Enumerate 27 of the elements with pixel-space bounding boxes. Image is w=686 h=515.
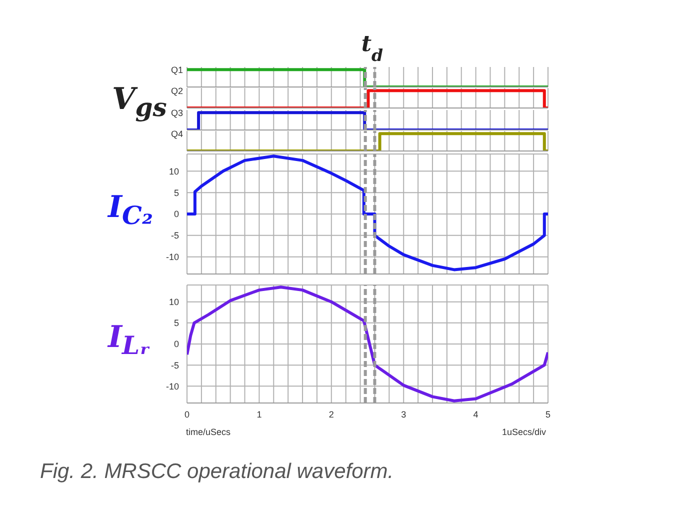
text: V$_{gs}$	[112, 82, 167, 122]
x-tick-label: 3	[401, 409, 406, 420]
y-tick-label: 10	[168, 297, 179, 308]
y-axis-title: I$_{Lᵣ}$	[108, 320, 150, 360]
series-label: Q4	[170, 129, 183, 139]
y-tick-label: -10	[166, 252, 179, 262]
y-tick-label: 5	[174, 318, 179, 328]
y-tick-label: -5	[170, 230, 179, 241]
caption: Fig. 2. MRSCC operational waveform.	[40, 460, 394, 484]
ref-line-label: t$_{d}$	[361, 31, 384, 64]
y-tick-label: -10	[166, 381, 179, 392]
x-tick-label: 5	[545, 409, 551, 420]
x-tick-label: 4	[473, 409, 478, 420]
y-axis-title: I$_{C₂}$	[108, 190, 153, 230]
text: 1uSecs/div	[502, 427, 546, 437]
y-tick-label: 10	[168, 166, 179, 176]
y-tick-label: 0	[174, 209, 179, 220]
x-axis-title: time/uSecs	[186, 427, 231, 437]
y-tick-label: -5	[170, 360, 179, 370]
series-label: Q3	[170, 108, 183, 118]
series-label: Q1	[170, 65, 183, 75]
y-tick-label: 0	[174, 339, 179, 350]
x-tick-label: 2	[328, 409, 334, 420]
y-tick-label: 5	[174, 188, 179, 198]
series-label: Q2	[170, 86, 183, 96]
x-tick-label: 1	[256, 409, 262, 420]
x-tick-label: 0	[184, 409, 190, 420]
